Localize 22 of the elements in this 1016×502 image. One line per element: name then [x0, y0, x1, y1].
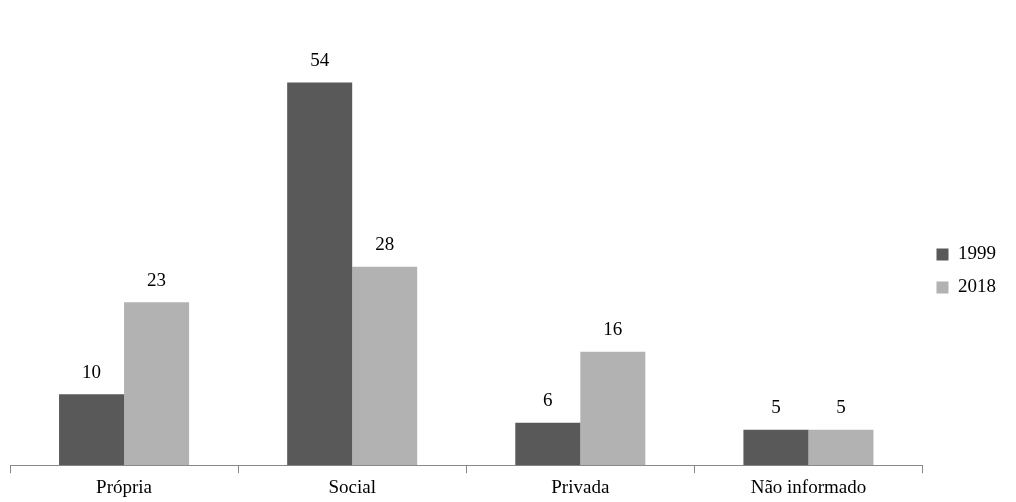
data-label: 5: [771, 396, 781, 418]
bar: [515, 422, 581, 466]
legend-label: 1999: [958, 242, 996, 264]
data-label: 54: [310, 49, 330, 70]
legend-label: 2018: [958, 275, 996, 297]
data-label: 6: [543, 389, 553, 411]
bar: [580, 351, 646, 466]
bar: [124, 302, 190, 466]
x-tick-label: Social: [328, 475, 376, 497]
data-label: 5: [836, 396, 846, 418]
x-tick-label: Não informado: [750, 475, 867, 497]
x-tick-label: Própria: [96, 475, 153, 497]
data-label: 16: [603, 318, 623, 340]
bar: [808, 429, 874, 466]
data-label: 28: [375, 233, 395, 255]
bar: [59, 394, 125, 466]
data-label: 10: [82, 360, 102, 382]
data-label: 23: [147, 268, 167, 290]
x-tick-label: Privada: [551, 475, 610, 497]
bar: [743, 429, 809, 466]
bar: [287, 82, 353, 466]
bar: [352, 266, 418, 466]
